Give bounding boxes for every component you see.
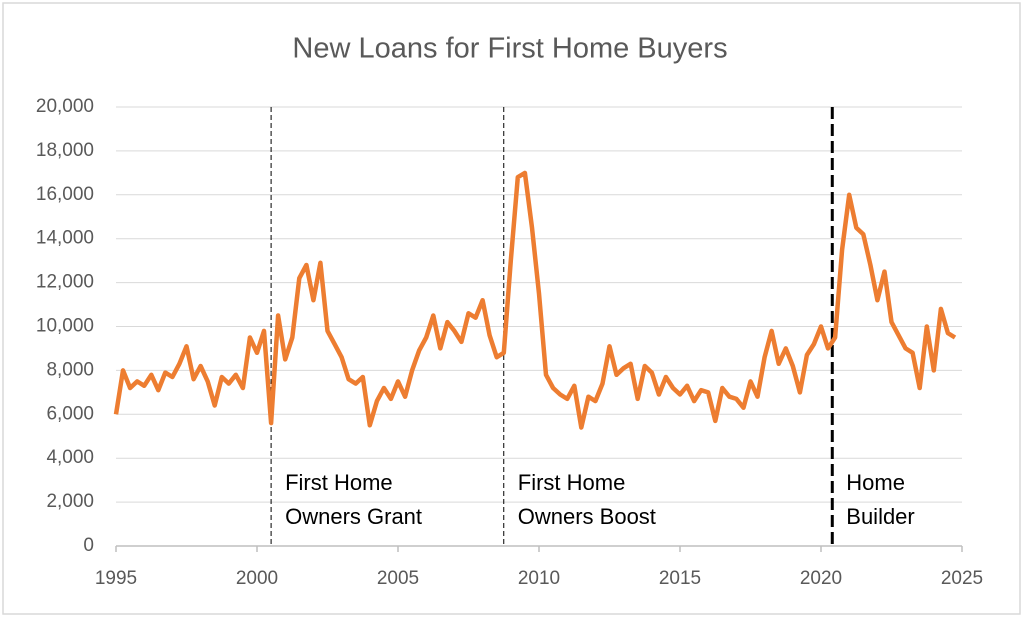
x-tick-label: 2000 bbox=[236, 568, 278, 589]
x-tick-label: 2025 bbox=[941, 568, 983, 589]
annotation-label: Builder bbox=[846, 504, 914, 529]
x-tick-label: 2015 bbox=[659, 568, 701, 589]
x-tick-label: 2010 bbox=[518, 568, 560, 589]
y-tick-label: 4,000 bbox=[46, 447, 94, 468]
y-tick-label: 0 bbox=[83, 535, 94, 556]
y-tick-label: 2,000 bbox=[46, 491, 94, 512]
x-tick-label: 1995 bbox=[95, 568, 137, 589]
y-tick-label: 14,000 bbox=[36, 228, 94, 249]
annotation-label: Owners Grant bbox=[285, 504, 422, 529]
annotation-label: First Home bbox=[285, 470, 393, 495]
chart-title: New Loans for First Home Buyers bbox=[292, 33, 727, 65]
x-tick-label: 2005 bbox=[377, 568, 419, 589]
data-line bbox=[113, 170, 957, 430]
y-tick-label: 8,000 bbox=[46, 359, 94, 380]
annotation-label: Home bbox=[846, 470, 905, 495]
x-tick-label: 2020 bbox=[800, 568, 842, 589]
annotation-label: Owners Boost bbox=[518, 504, 656, 529]
y-tick-label: 10,000 bbox=[36, 316, 94, 337]
annotation-label: First Home bbox=[518, 470, 626, 495]
y-tick-label: 6,000 bbox=[46, 403, 94, 424]
y-tick-label: 20,000 bbox=[36, 96, 94, 117]
y-tick-label: 16,000 bbox=[36, 184, 94, 205]
y-tick-label: 18,000 bbox=[36, 140, 94, 161]
y-tick-label: 12,000 bbox=[36, 272, 94, 293]
